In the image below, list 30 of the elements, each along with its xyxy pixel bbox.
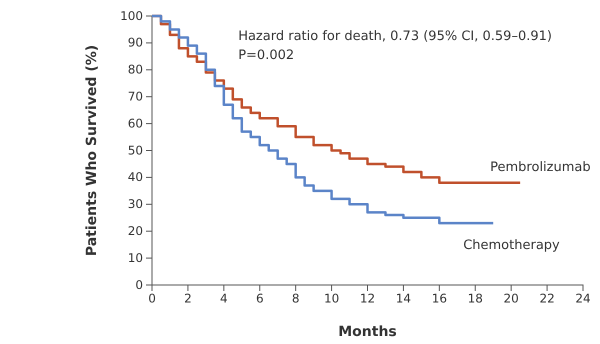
x-tick-label: 0	[148, 292, 156, 306]
x-tick-label: 12	[360, 292, 376, 306]
y-axis-title: Patients Who Survived (%)	[84, 44, 100, 256]
y-tick-label: 40	[128, 170, 143, 184]
x-tick-label: 4	[220, 292, 228, 306]
x-tick-label: 10	[324, 292, 340, 306]
y-tick-label: 80	[128, 62, 143, 77]
y-tick-label: 60	[128, 116, 143, 130]
series-label: Pembrolizumab	[490, 160, 591, 175]
y-tick-label: 50	[128, 143, 143, 158]
y-tick-label: 10	[128, 250, 143, 265]
x-tick-label: 2	[184, 292, 192, 306]
y-tick-label: 0	[135, 278, 143, 292]
x-tick-label: 14	[396, 292, 412, 306]
y-tick-label: 20	[128, 224, 143, 238]
y-tick-label: 100	[120, 8, 143, 23]
annotation: P=0.002	[238, 48, 294, 63]
y-tick-label: 90	[128, 36, 143, 50]
x-tick-label: 20	[504, 292, 519, 306]
x-tick-label: 24	[575, 292, 591, 306]
x-axis-title: Months	[338, 324, 397, 340]
x-tick-label: 8	[292, 292, 300, 306]
x-tick-label: 18	[468, 292, 483, 306]
annotation: Hazard ratio for death, 0.73 (95% CI, 0.59–0.91)	[238, 29, 552, 44]
series-label: Chemotherapy	[463, 238, 560, 254]
x-tick-label: 16	[432, 292, 447, 306]
x-tick-label: 6	[256, 292, 264, 306]
y-tick-label: 30	[128, 197, 143, 212]
x-tick-label: 22	[539, 292, 555, 306]
y-tick-label: 70	[128, 90, 143, 104]
